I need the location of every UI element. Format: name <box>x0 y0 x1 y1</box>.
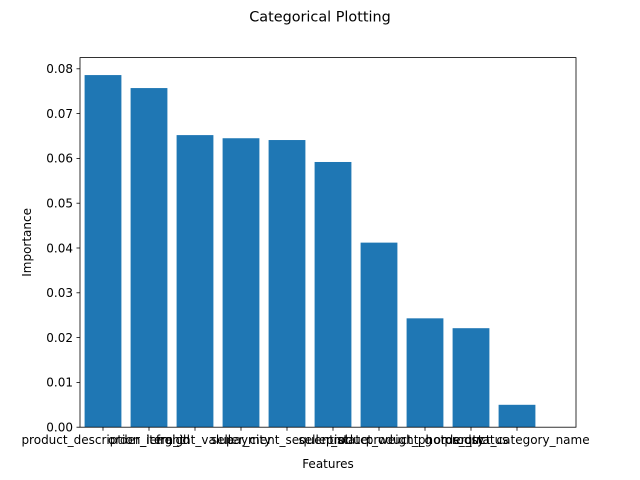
y-tick-label: 0.06 <box>46 152 73 166</box>
x-tick-label: order_status <box>434 433 509 447</box>
bar-0 <box>84 75 122 428</box>
chart-title: Categorical Plotting <box>249 10 391 26</box>
plot-frame <box>79 57 577 428</box>
y-tick-label: 0.04 <box>46 241 73 255</box>
x-axis-ticks: product_description_lenghtorder_item_idf… <box>21 427 590 447</box>
x-tick-label: seller_city <box>211 433 271 447</box>
bar-2 <box>176 135 214 428</box>
x-tick-label: product_photos_qty <box>366 433 484 447</box>
bar-6 <box>360 242 398 428</box>
y-tick-label: 0.08 <box>46 62 73 76</box>
bar-1 <box>130 88 168 428</box>
y-tick-label: 0.03 <box>46 286 73 300</box>
y-axis-ticks: 0.00 0.01 0.02 0.03 0.04 0.05 0.06 0.07 0.08 <box>46 62 80 435</box>
y-tick-label: 0.07 <box>46 107 73 121</box>
x-tick-label: product_weight_g <box>326 433 432 447</box>
x-tick-label: payment_sequential <box>226 433 348 447</box>
x-tick-label: product_category_name <box>444 433 589 447</box>
y-tick-label: 0.00 <box>46 421 73 435</box>
bar-4 <box>268 140 306 428</box>
y-tick-label: 0.05 <box>46 197 73 211</box>
bar-3 <box>222 138 260 428</box>
y-axis-label: Importance <box>20 208 34 277</box>
bar-9 <box>498 404 536 428</box>
x-tick-label: freight_value <box>156 433 234 447</box>
x-axis-label: Features <box>302 457 354 471</box>
x-tick-label: seller_state <box>298 433 367 447</box>
bar-7 <box>406 318 444 428</box>
y-tick-label: 0.02 <box>46 331 73 345</box>
bars-group <box>84 75 536 428</box>
bar-8 <box>452 328 490 428</box>
x-tick-label: product_description_lenght <box>21 433 184 447</box>
x-tick-label: order_item_id <box>108 433 190 447</box>
bar-5 <box>314 161 352 428</box>
y-tick-label: 0.01 <box>46 376 73 390</box>
